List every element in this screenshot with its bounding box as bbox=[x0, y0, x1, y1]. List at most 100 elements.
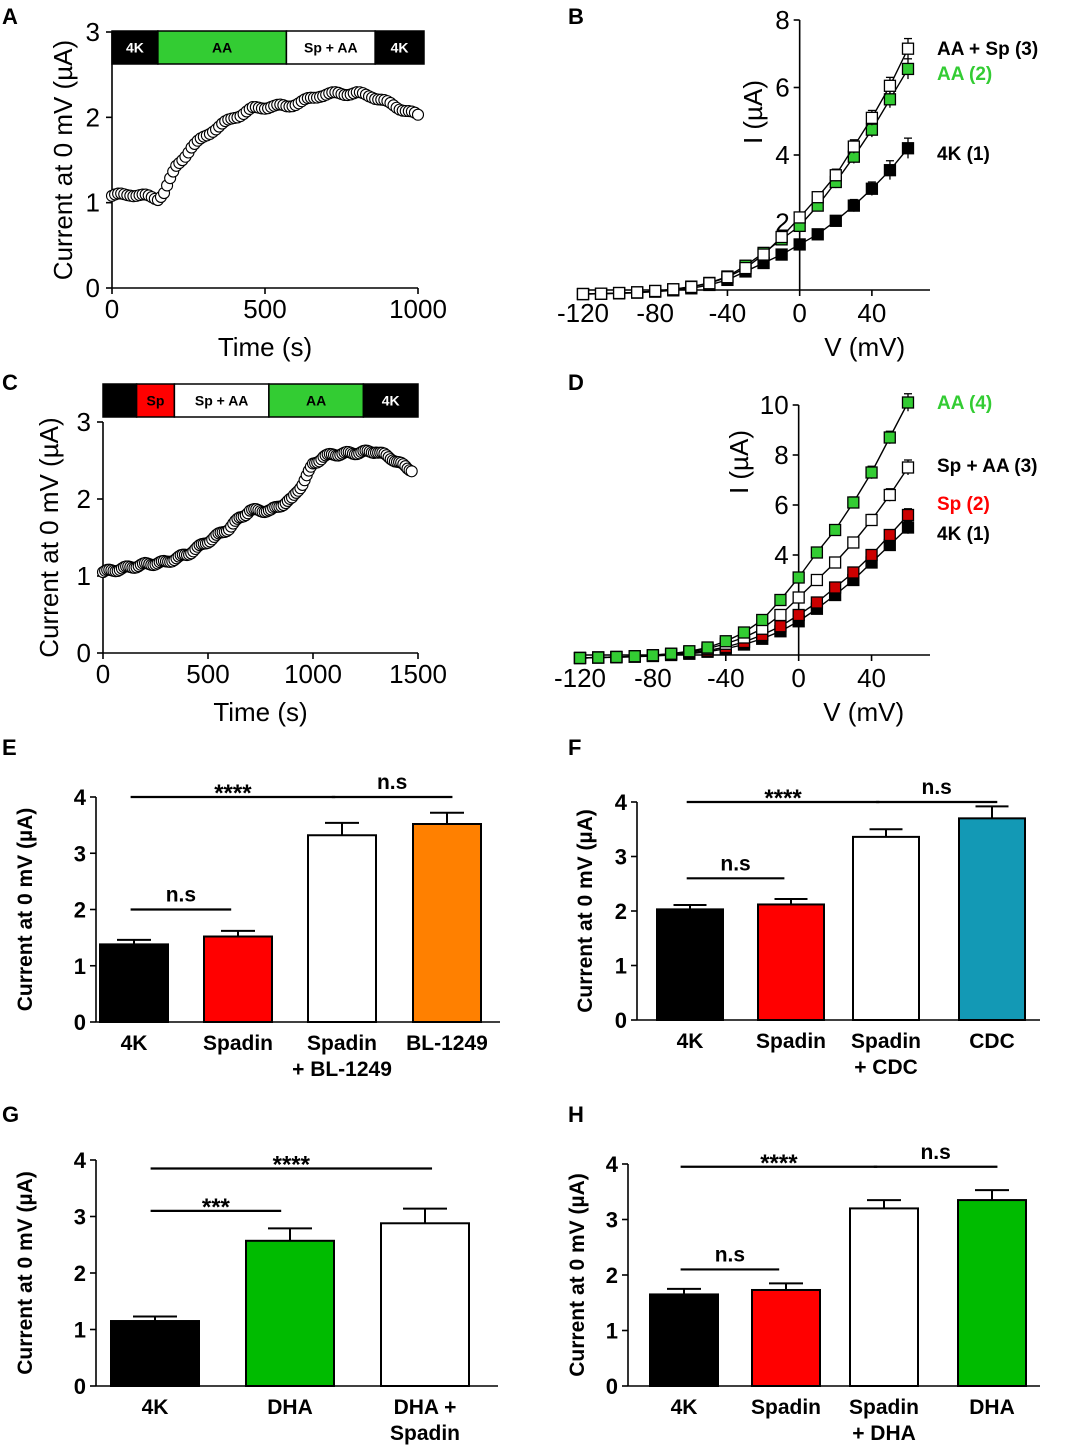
protocol-segment bbox=[362, 383, 419, 418]
category-label: + BL-1249 bbox=[292, 1058, 392, 1081]
data-point bbox=[901, 62, 915, 76]
data-point bbox=[883, 93, 897, 106]
y-axis-title: Current at 0 mV (µA) bbox=[574, 809, 597, 1012]
protocol-label: Sp + AA bbox=[304, 40, 358, 56]
protocol-segment bbox=[374, 30, 425, 65]
protocol-label: AA bbox=[306, 393, 326, 409]
y-tick-label: 2 bbox=[74, 1261, 86, 1286]
y-tick-label: 2 bbox=[606, 1263, 618, 1288]
bar bbox=[751, 1288, 821, 1387]
category-label: Spadin bbox=[203, 1032, 273, 1055]
x-tick-label: -80 bbox=[636, 298, 674, 328]
data-point bbox=[792, 591, 805, 604]
data-point bbox=[865, 182, 879, 195]
data-point bbox=[810, 596, 824, 609]
data-point bbox=[829, 169, 842, 182]
data-point bbox=[901, 461, 915, 474]
data-point bbox=[667, 283, 680, 296]
data-point bbox=[793, 238, 806, 251]
x-tick-label: 0 bbox=[791, 663, 805, 693]
panel-label-h: H bbox=[568, 1102, 584, 1127]
bar bbox=[852, 835, 920, 1021]
y-tick-label: 3 bbox=[77, 407, 91, 437]
bar bbox=[380, 1222, 470, 1388]
significance-label: n.s bbox=[920, 1141, 950, 1164]
significance-label: n.s bbox=[715, 1243, 745, 1266]
panel-g: 0 1 2 3 4 Current at 0 mV (µA) 4K DHA DHA + Spadi… bbox=[14, 1148, 498, 1445]
data-point bbox=[592, 651, 605, 664]
series-label: Sp (2) bbox=[937, 494, 990, 515]
data-point bbox=[883, 431, 896, 444]
data-point bbox=[883, 528, 896, 542]
y-tick-label: 2 bbox=[615, 899, 627, 924]
data-point bbox=[901, 521, 915, 534]
data-point bbox=[901, 42, 915, 55]
y-tick-label: 3 bbox=[74, 841, 86, 866]
significance-label: *** bbox=[202, 1194, 231, 1221]
data-point bbox=[847, 496, 860, 509]
protocol-label: 4K bbox=[126, 40, 144, 56]
x-axis-title: V (mV) bbox=[824, 332, 905, 362]
panel-e: 0 1 2 3 4 Current at 0 mV (µA) 4K Spadin Spadin +… bbox=[14, 771, 500, 1081]
protocol-label: Sp + AA bbox=[195, 393, 249, 409]
bar bbox=[245, 1239, 335, 1388]
bar bbox=[757, 903, 825, 1022]
panel-b: -120 -80 -40 0 40 2 4 6 8 V (mV) I (µA) AA + Sp (3)… bbox=[557, 5, 1038, 362]
category-label: + CDC bbox=[854, 1056, 918, 1079]
x-tick-label: 1000 bbox=[389, 294, 447, 324]
y-tick-label: 0 bbox=[615, 1008, 627, 1033]
data-point bbox=[757, 248, 770, 261]
y-tick-label: 8 bbox=[774, 440, 788, 470]
protocol-segment bbox=[135, 383, 176, 418]
x-tick-label: 500 bbox=[186, 659, 229, 689]
protocol-label: Sp bbox=[147, 393, 165, 409]
y-tick-label: 1 bbox=[74, 1318, 86, 1343]
category-label: Spadin bbox=[751, 1396, 821, 1419]
data-point bbox=[719, 635, 732, 648]
x-tick-label: -40 bbox=[707, 663, 745, 693]
panel-label-c: C bbox=[2, 370, 18, 395]
category-label: 4K bbox=[142, 1396, 169, 1419]
y-tick-label: 2 bbox=[77, 484, 91, 514]
category-label: CDC bbox=[969, 1030, 1015, 1053]
panel-label-e: E bbox=[2, 735, 17, 760]
protocol-label: 4K bbox=[382, 393, 400, 409]
series-label: Sp + AA (3) bbox=[937, 456, 1037, 477]
data-point bbox=[775, 248, 788, 261]
data-point bbox=[703, 277, 716, 290]
y-tick-label: 1 bbox=[606, 1319, 618, 1344]
x-tick-label: 40 bbox=[857, 298, 886, 328]
data-point bbox=[901, 508, 915, 522]
panel-label-a: A bbox=[2, 4, 18, 29]
series-label: 4K (1) bbox=[937, 524, 990, 545]
x-tick-label: -120 bbox=[554, 663, 606, 693]
category-label: DHA bbox=[969, 1396, 1015, 1419]
significance-label: n.s bbox=[166, 884, 196, 907]
data-point bbox=[610, 650, 623, 664]
data-point bbox=[411, 108, 425, 121]
data-point bbox=[664, 647, 678, 660]
protocol-label: AA bbox=[212, 40, 232, 56]
category-label: Spadin bbox=[756, 1030, 826, 1053]
data-point bbox=[737, 626, 751, 639]
data-point bbox=[847, 536, 860, 549]
y-tick-label: 6 bbox=[775, 73, 789, 103]
data-point bbox=[811, 191, 824, 204]
y-tick-label: 4 bbox=[774, 540, 788, 570]
data-point bbox=[865, 466, 878, 479]
y-tick-label: 8 bbox=[775, 5, 789, 35]
protocol-segment bbox=[157, 30, 288, 65]
y-tick-label: 0 bbox=[77, 638, 91, 668]
data-point bbox=[701, 641, 714, 654]
y-tick-label: 2 bbox=[74, 898, 86, 923]
data-point bbox=[865, 548, 878, 562]
data-point bbox=[883, 79, 897, 92]
significance-label: **** bbox=[214, 780, 252, 807]
data-point bbox=[756, 613, 769, 627]
panel-label-g: G bbox=[2, 1102, 19, 1127]
data-point bbox=[739, 261, 752, 275]
x-tick-label: 0 bbox=[105, 294, 119, 324]
category-label: DHA bbox=[267, 1396, 313, 1419]
data-point bbox=[865, 123, 879, 136]
